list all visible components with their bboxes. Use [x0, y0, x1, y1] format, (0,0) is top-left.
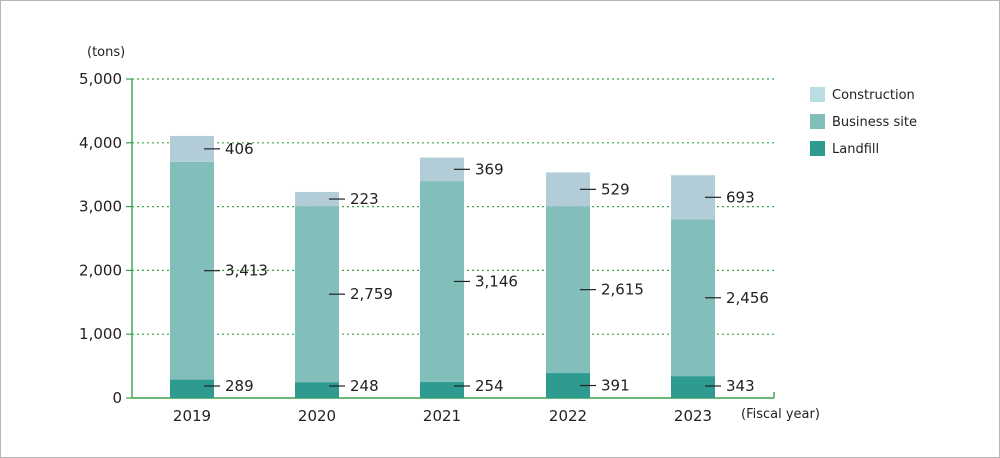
- legend-swatch-landfill: [810, 141, 825, 156]
- bar-segment-landfill: [170, 379, 214, 398]
- x-tick-label: 2023: [674, 407, 712, 425]
- legend-swatch-construction: [810, 87, 825, 102]
- value-label: 693: [726, 188, 755, 206]
- value-label: 369: [475, 160, 504, 178]
- value-label: 289: [225, 377, 254, 395]
- x-axis-unit-label: (Fiscal year): [741, 407, 820, 422]
- legend-label: Construction: [832, 88, 915, 103]
- legend: Construction Business site Landfill: [810, 87, 917, 157]
- legend-label: Business site: [832, 115, 917, 130]
- value-label: 2,456: [726, 289, 769, 307]
- value-label: 391: [601, 377, 630, 395]
- value-label: 254: [475, 377, 504, 395]
- bar-segment-construction: [420, 157, 464, 182]
- y-axis-unit-label: (tons): [87, 45, 125, 60]
- value-label: 3,146: [475, 272, 518, 290]
- y-tick-label: 3,000: [79, 198, 122, 216]
- bar-segment-landfill: [420, 381, 464, 398]
- value-label: 3,413: [225, 262, 268, 280]
- value-label: 406: [225, 140, 254, 158]
- value-label: 2,759: [350, 285, 393, 303]
- value-labels: 289 3,413 406 248 2,759 223 254 3,146 369 391 2,61…: [204, 140, 769, 395]
- value-label: 2,615: [601, 281, 644, 299]
- bar-segment-landfill: [295, 382, 339, 398]
- value-label: 343: [726, 377, 755, 395]
- value-label: 529: [601, 180, 630, 198]
- x-tick-label: 2022: [549, 407, 587, 425]
- legend-label: Landfill: [832, 142, 879, 157]
- y-tick-label: 4,000: [79, 134, 122, 152]
- legend-swatch-business-site: [810, 114, 825, 129]
- x-tick-label: 2019: [173, 407, 211, 425]
- axes: 0 1,000 2,000 3,000 4,000 5,000 (tons) (Fiscal …: [79, 45, 820, 425]
- x-tick-label: 2020: [298, 407, 336, 425]
- bar-segment-landfill: [671, 376, 715, 398]
- y-tick-label: 1,000: [79, 325, 122, 343]
- bar-segment-construction: [295, 191, 339, 207]
- value-label: 248: [350, 377, 379, 395]
- value-label: 223: [350, 190, 379, 208]
- y-tick-label: 2,000: [79, 261, 122, 279]
- x-tick-label: 2021: [423, 407, 461, 425]
- y-tick-label: 0: [112, 389, 122, 407]
- y-tick-label: 5,000: [79, 70, 122, 88]
